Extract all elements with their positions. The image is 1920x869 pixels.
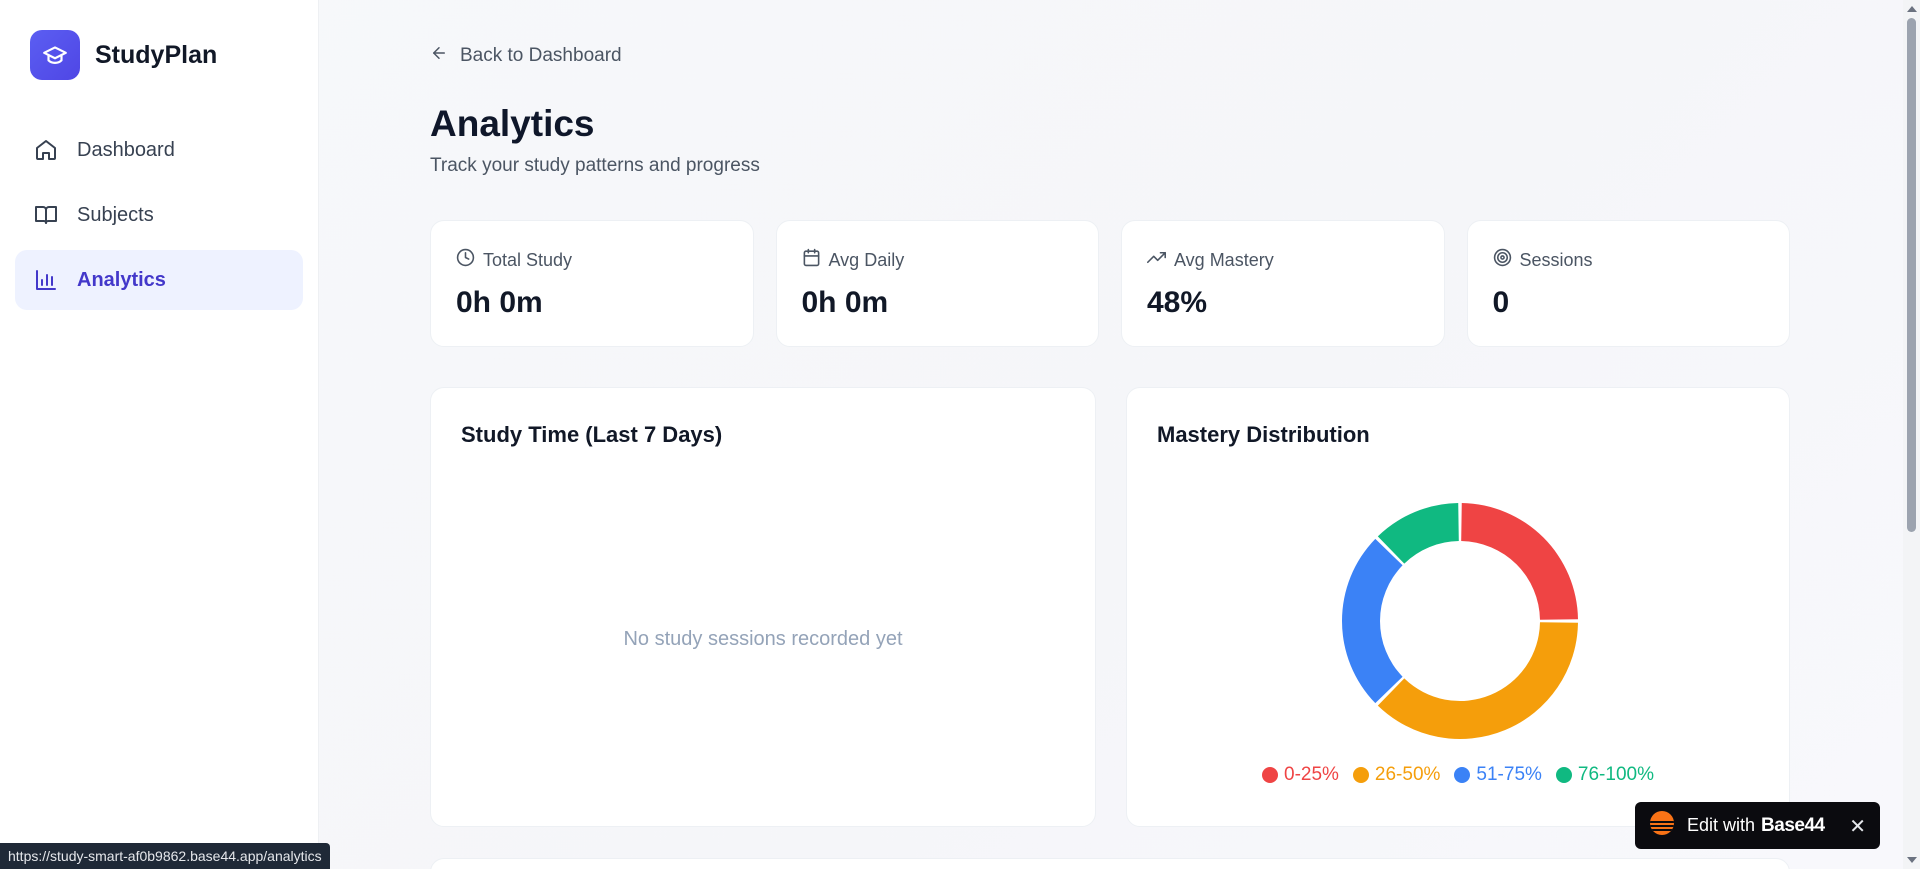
sidebar: StudyPlan Dashboard Subjects Analytics: [0, 0, 319, 869]
empty-state-message: No study sessions recorded yet: [623, 628, 903, 650]
sidebar-item-label: Dashboard: [77, 138, 175, 161]
close-icon[interactable]: ✕: [1849, 816, 1866, 838]
stat-label: Avg Daily: [828, 249, 905, 270]
stat-value: 0: [1492, 286, 1510, 319]
clock-icon: [456, 248, 475, 272]
arrow-left-icon: [430, 44, 448, 68]
brand[interactable]: StudyPlan: [30, 30, 217, 80]
legend-dot: [1352, 767, 1369, 783]
target-icon: [1493, 248, 1512, 272]
page-subtitle: Track your study patterns and progress: [430, 155, 760, 176]
legend-label: 76-100%: [1577, 764, 1654, 785]
edit-with-base44-badge[interactable]: Edit with Base44 ✕: [1635, 802, 1880, 849]
page-title: Analytics: [430, 103, 595, 144]
donut-slice-51-75%[interactable]: [1342, 538, 1403, 704]
scrollbar[interactable]: [1903, 0, 1920, 869]
book-icon: [33, 202, 59, 228]
stat-value: 48%: [1147, 286, 1208, 319]
badge-prefix: Edit with: [1687, 815, 1756, 835]
stat-value: 0h 0m: [456, 286, 543, 319]
status-url: https://study-smart-af0b9862.base44.app/…: [0, 843, 330, 869]
base44-logo-icon: [1649, 810, 1675, 841]
stat-label: Total Study: [483, 249, 573, 270]
mastery-distribution-panel: Mastery Distribution 0-25% 26-50% 51-75% 76…: [1126, 387, 1790, 827]
legend-item[interactable]: 76-100%: [1555, 764, 1654, 786]
stat-card-avg-mastery: Avg Mastery 48%: [1121, 220, 1445, 347]
back-link-label: Back to Dashboard: [460, 45, 622, 66]
legend-dot: [1555, 767, 1572, 783]
study-time-panel: Study Time (Last 7 Days) No study sessio…: [430, 387, 1096, 827]
legend-label: 51-75%: [1476, 764, 1542, 785]
legend-dot: [1262, 767, 1278, 783]
mastery-donut-chart: [1342, 503, 1578, 739]
bar-chart-icon: [33, 267, 59, 293]
donut-slice-26-50%[interactable]: [1377, 622, 1578, 739]
sidebar-item-label: Subjects: [77, 203, 154, 226]
scrollbar-thumb[interactable]: [1907, 18, 1916, 532]
sidebar-item-label: Analytics: [77, 268, 166, 291]
stat-card-avg-daily: Avg Daily 0h 0m: [775, 220, 1099, 347]
sidebar-item-dashboard[interactable]: Dashboard: [15, 120, 303, 180]
stat-label: Sessions: [1519, 249, 1593, 270]
legend-item[interactable]: 26-50%: [1352, 764, 1441, 786]
chart-legend: 0-25% 26-50% 51-75% 76-100%: [1127, 764, 1789, 786]
scroll-up-icon[interactable]: [1907, 6, 1917, 12]
panel-title: Mastery Distribution: [1157, 422, 1370, 447]
sidebar-nav: Dashboard Subjects Analytics: [15, 120, 303, 315]
badge-brand: Base44: [1761, 814, 1825, 836]
stat-label: Avg Mastery: [1174, 249, 1274, 270]
trending-up-icon: [1147, 248, 1166, 272]
stat-card-total-study: Total Study 0h 0m: [430, 220, 754, 347]
scroll-down-icon[interactable]: [1907, 857, 1917, 863]
next-panel: [430, 858, 1790, 869]
sidebar-item-subjects[interactable]: Subjects: [15, 185, 303, 245]
panel-title: Study Time (Last 7 Days): [461, 422, 723, 447]
donut-slice-76-100%[interactable]: [1377, 503, 1459, 564]
stat-card-sessions: Sessions 0: [1466, 220, 1790, 347]
legend-label: 26-50%: [1374, 764, 1441, 785]
donut-slice-0-25%[interactable]: [1461, 503, 1578, 620]
legend-item[interactable]: 0-25%: [1262, 764, 1339, 786]
stats-row: Total Study 0h 0m Avg Daily 0h 0m Avg Ma…: [430, 220, 1790, 347]
sidebar-item-analytics[interactable]: Analytics: [15, 250, 303, 310]
legend-item[interactable]: 51-75%: [1454, 764, 1542, 786]
legend-label: 0-25%: [1284, 764, 1339, 785]
legend-dot: [1454, 767, 1471, 783]
brand-name: StudyPlan: [95, 40, 218, 69]
home-icon: [33, 137, 59, 163]
calendar-icon: [802, 248, 821, 272]
stat-value: 0h 0m: [801, 286, 889, 319]
graduation-cap-icon: [30, 30, 80, 80]
back-to-dashboard-link[interactable]: Back to Dashboard: [430, 44, 622, 68]
